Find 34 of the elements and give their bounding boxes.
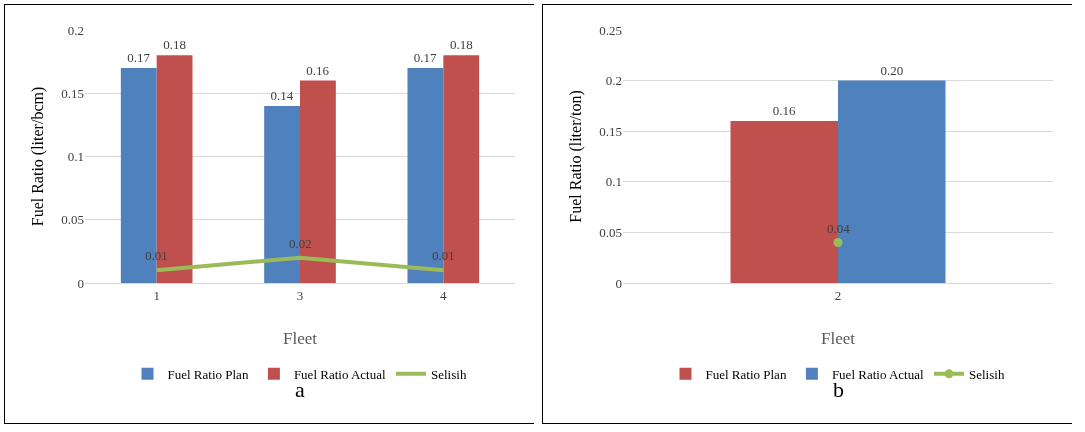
y-tick-label: 0.15: [61, 85, 84, 101]
legend-label: Fuel Ratio Actual: [293, 366, 386, 382]
data-label: 0.18: [449, 37, 473, 53]
y-tick-label: 0: [615, 275, 622, 291]
x-tick-label: 2: [834, 287, 842, 303]
y-tick-label: 0.15: [599, 123, 622, 139]
legend-label: Fuel Ratio Actual: [831, 366, 924, 382]
y-tick-label: 0: [77, 275, 84, 291]
y-axis-title: Fuel Ratio (liter/ton): [567, 90, 585, 223]
data-label: 0.20: [880, 62, 904, 78]
y-axis-title: Fuel Ratio (liter/bcm): [29, 86, 47, 227]
legend-label: Fuel Ratio Plan: [167, 366, 249, 382]
y-tick-label: 0.2: [605, 73, 622, 89]
y-tick-label: 0.05: [599, 224, 622, 240]
x-tick-label: 1: [153, 287, 160, 303]
data-label: 0.18: [163, 37, 186, 53]
x-axis-title: Fleet: [821, 329, 856, 348]
y-tick-label: 0.1: [67, 149, 84, 165]
data-label: 0.16: [306, 62, 330, 78]
data-label: 0.16: [772, 103, 796, 119]
y-tick-label: 0.05: [61, 212, 84, 228]
x-tick-label: 4: [440, 287, 448, 303]
legend-label: Selisih: [968, 366, 1005, 382]
data-label: 0.17: [127, 49, 151, 65]
y-tick-label: 0.25: [599, 22, 622, 38]
legend-label: Selisih: [430, 366, 467, 382]
y-tick-label: 0.1: [605, 174, 622, 190]
legend-label: Fuel Ratio Plan: [705, 366, 787, 382]
data-label: 0.17: [413, 49, 438, 65]
x-tick-label: 3: [296, 287, 304, 303]
data-label: 0.14: [270, 87, 294, 103]
y-tick-label: 0.2: [67, 22, 84, 38]
x-axis-title: Fleet: [283, 329, 318, 348]
data-label: 0.02: [289, 236, 312, 251]
